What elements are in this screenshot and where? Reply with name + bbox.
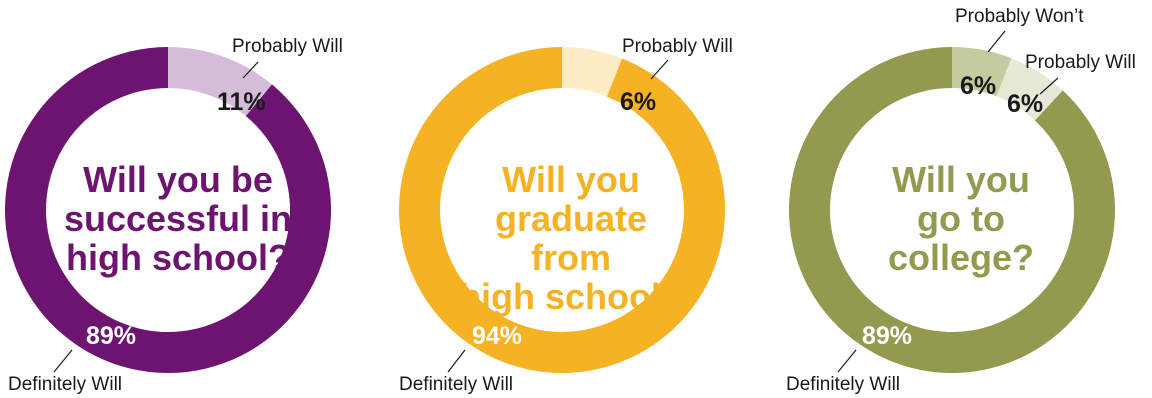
chart-3-probably-wont-value: 6%	[960, 72, 997, 100]
question-line: high school?	[459, 276, 683, 317]
donut-chart-2	[398, 47, 725, 373]
chart-2-probably-will-value: 6%	[620, 88, 657, 116]
leader-line-definitely-will-2	[447, 349, 466, 373]
chart-2-definitely-will-label: Definitely Will	[399, 374, 514, 395]
donut-chart-3	[788, 30, 1115, 373]
leader-line-probably-will-3	[1039, 77, 1059, 95]
question-line: Will you be	[83, 159, 273, 200]
slice-probably-will-3	[996, 58, 1063, 121]
chart-2-question: Will you graduate from high school?	[456, 160, 686, 316]
question-line: Will you	[892, 159, 1030, 200]
leader-line-definitely-will-1	[53, 349, 73, 373]
slice-probably-will-1	[168, 47, 272, 116]
chart-3-probably-will-value: 6%	[1007, 90, 1044, 118]
chart-3-definitely-will-value: 89%	[862, 322, 913, 350]
question-line: college?	[887, 237, 1035, 278]
chart-3-probably-will-label: Probably Will	[1025, 52, 1136, 73]
question-line: successful in	[63, 198, 293, 239]
question-line: Will you	[502, 159, 640, 200]
question-line: high school?	[66, 237, 290, 278]
leader-line-probably-will-1	[242, 61, 259, 79]
chart-3-question: Will you go to college?	[846, 160, 1076, 277]
leader-line-definitely-will-3	[837, 349, 857, 373]
chart-1-probably-will-label: Probably Will	[232, 36, 343, 57]
chart-1-question: Will you be successful in high school?	[63, 160, 293, 277]
chart-1-definitely-will-label: Definitely Will	[8, 374, 123, 395]
slice-probably-wont-3	[952, 47, 1012, 97]
leader-line-probably-will-2	[650, 59, 669, 80]
leader-line-probably-wont-3	[987, 30, 1006, 53]
chart-3-definitely-will-label: Definitely Will	[786, 374, 901, 395]
donut-chart-1	[4, 47, 332, 373]
chart-1-probably-will-value: 11%	[217, 88, 266, 116]
chart-3-probably-wont-label: Probably Won’t	[955, 6, 1084, 27]
chart-2-definitely-will-value: 94%	[472, 322, 523, 350]
chart-2-probably-will-label: Probably Will	[622, 36, 733, 57]
chart-1-definitely-will-value: 89%	[86, 322, 137, 350]
slice-probably-will-2	[562, 47, 623, 97]
question-line: go to	[917, 198, 1005, 239]
question-line: graduate from	[494, 198, 648, 278]
